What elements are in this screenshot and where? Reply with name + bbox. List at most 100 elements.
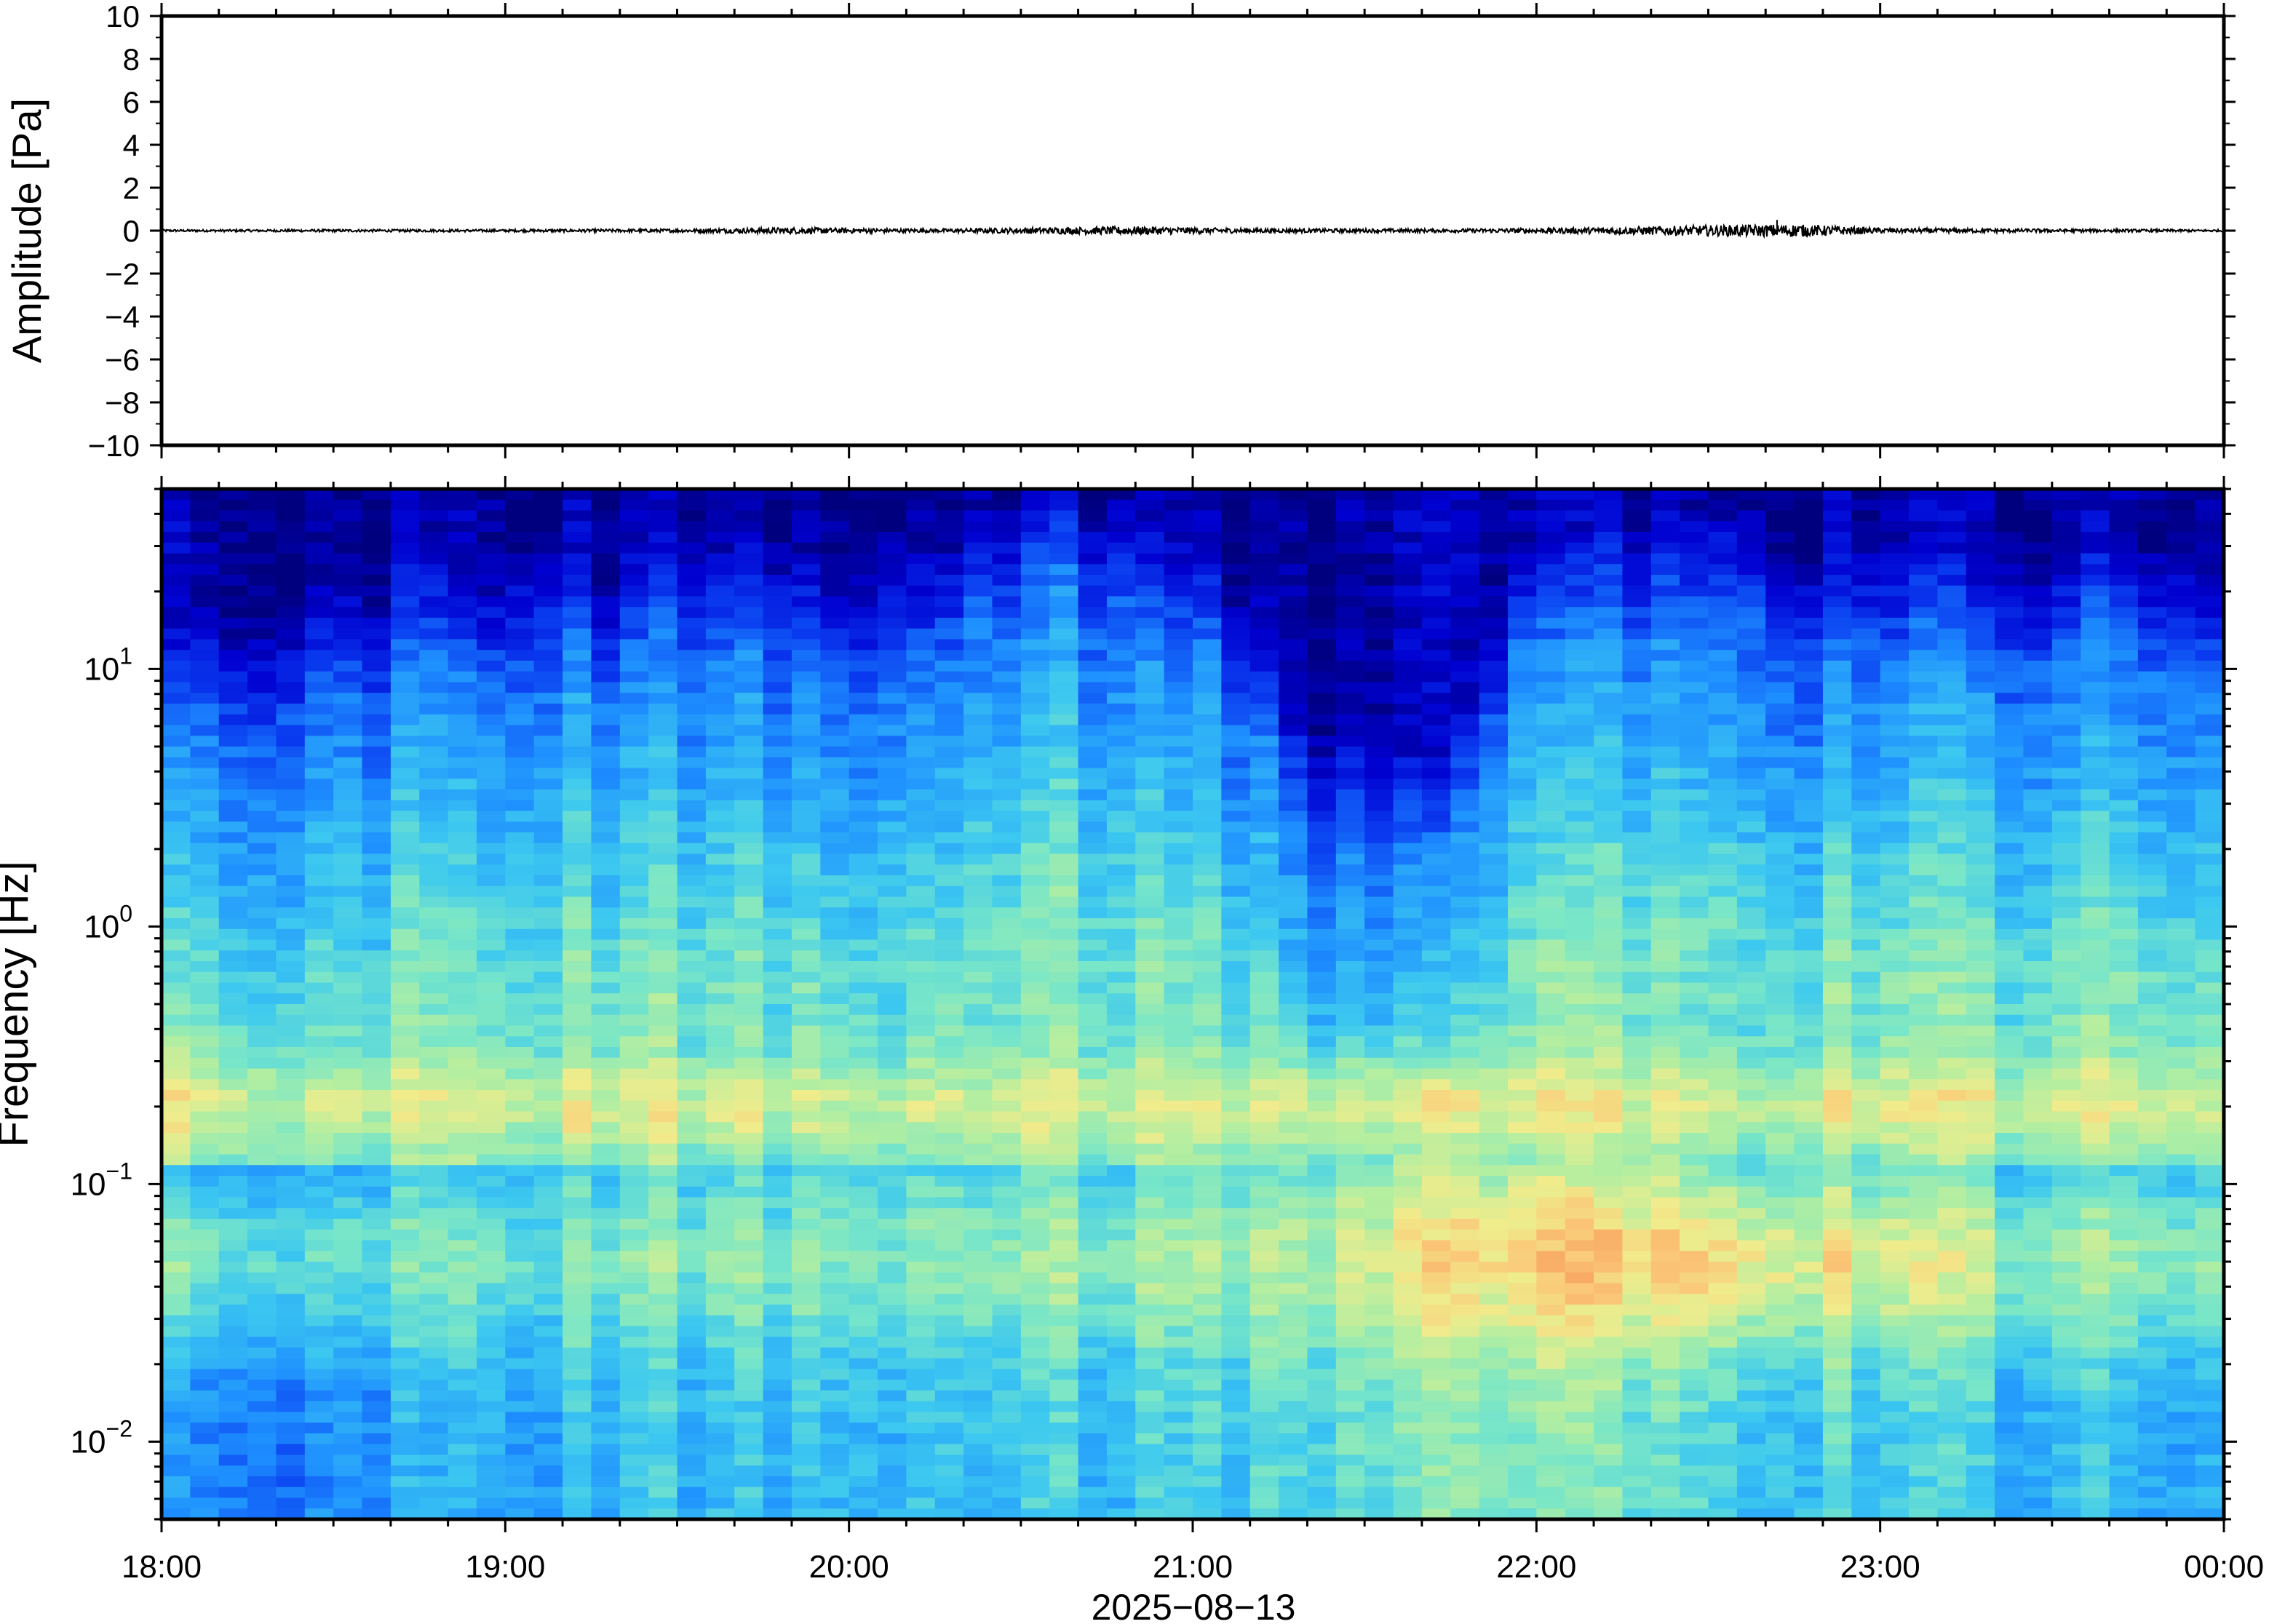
spectrogram-cell	[304, 1380, 334, 1391]
spectrogram-cell	[1479, 961, 1509, 973]
spectrogram-cell	[190, 1219, 220, 1230]
spectrogram-cell	[763, 800, 792, 812]
spectrogram-cell	[304, 1208, 334, 1219]
spectrogram-cell	[563, 1348, 592, 1359]
spectrogram-cell	[218, 1315, 248, 1327]
spectrogram-cell	[1536, 971, 1566, 984]
spectrogram-cell	[1279, 875, 1308, 887]
spectrogram-cell	[1193, 1454, 1222, 1466]
spectrogram-cell	[791, 747, 821, 758]
spectrogram-cell	[591, 993, 621, 1005]
spectrogram-cell	[390, 1197, 420, 1209]
spectrogram-cell	[734, 607, 764, 618]
spectrogram-cell	[906, 1262, 936, 1273]
spectrogram-cell	[648, 1111, 678, 1123]
spectrogram-cell	[1020, 1412, 1050, 1423]
spectrogram-cell	[934, 1079, 964, 1091]
spectrogram-cell	[1279, 736, 1308, 747]
spectrogram-cell	[563, 661, 592, 672]
spectrogram-cell	[276, 1219, 306, 1230]
spectrogram-cell	[1193, 521, 1222, 533]
spectrogram-cell	[362, 1401, 392, 1413]
spectrogram-cell	[1020, 1047, 1050, 1059]
spectrogram-cell	[1594, 542, 1624, 554]
spectrogram-cell	[1421, 618, 1451, 629]
spectrogram-cell	[362, 1486, 392, 1499]
spectrogram-cell	[677, 1315, 707, 1327]
spectrogram-cell	[448, 489, 477, 501]
spectrogram-cell	[1164, 1272, 1193, 1284]
spectrogram-cell	[218, 1433, 248, 1445]
spectrogram-cell	[1565, 843, 1594, 855]
spectrogram-cell	[878, 982, 907, 994]
spectrogram-cell	[934, 1111, 964, 1123]
spectrogram-cell	[533, 607, 563, 618]
spectrogram-cell	[906, 982, 936, 994]
spectrogram-cell	[333, 1036, 363, 1048]
spectrogram-cell	[162, 1154, 191, 1166]
spectrogram-cell	[162, 896, 191, 908]
spectrogram-cell	[1135, 821, 1165, 833]
spectrogram-cell	[1078, 575, 1108, 586]
spectrogram-cell	[1020, 1176, 1050, 1187]
spectrogram-cell	[619, 1422, 649, 1434]
spectrogram-cell	[1536, 1090, 1566, 1102]
spectrogram-cell	[1507, 489, 1537, 501]
spectrogram-cell	[705, 982, 735, 994]
spectrogram-cell	[1279, 811, 1308, 822]
spectrogram-cell	[476, 885, 506, 898]
spectrogram-cell	[1049, 499, 1079, 512]
spectrogram-cell	[1421, 789, 1451, 801]
spectrogram-cell	[677, 521, 707, 533]
spectrogram-cell	[820, 918, 850, 930]
spectrogram-cell	[1450, 1444, 1480, 1456]
spectrogram-cell	[619, 1251, 649, 1262]
spectrogram-cell	[1164, 575, 1193, 586]
spectrogram-cell	[791, 1143, 821, 1155]
spectrogram-cell	[1421, 1444, 1451, 1456]
spectrogram-cell	[1020, 1197, 1050, 1209]
spectrogram-cell	[1364, 1433, 1394, 1445]
spectrogram-cell	[1421, 1197, 1451, 1209]
spectrogram-cell	[533, 1079, 563, 1091]
spectrogram-cell	[849, 1079, 878, 1091]
spectrogram-cell	[476, 671, 506, 683]
spectrogram-cell	[304, 768, 334, 779]
spectrogram-cell	[1164, 875, 1193, 887]
spectrogram-cell	[1335, 1079, 1365, 1091]
spectrogram-cell	[1135, 671, 1165, 683]
spectrogram-cell	[1193, 542, 1222, 554]
spectrogram-cell	[190, 1369, 220, 1380]
spectrogram-cell	[820, 1165, 850, 1177]
spectrogram-cell	[992, 1401, 1022, 1413]
spectrogram-cell	[705, 725, 735, 736]
spectrogram-cell	[276, 1036, 306, 1048]
spectrogram-cell	[648, 1240, 678, 1251]
spectrogram-cell	[934, 1412, 964, 1423]
spectrogram-cell	[1335, 1294, 1365, 1305]
spectrogram-cell	[820, 747, 850, 758]
spectrogram-cell	[1193, 811, 1222, 822]
spectrogram-cell	[1307, 961, 1337, 973]
spectrogram-cell	[419, 896, 449, 908]
spectrogram-cell	[1507, 993, 1537, 1005]
spectrogram-cell	[1164, 564, 1193, 576]
spectrogram-cell	[591, 971, 621, 984]
spectrogram-cell	[1536, 1401, 1566, 1413]
spectrogram-cell	[1164, 1025, 1193, 1037]
spectrogram-cell	[476, 1315, 506, 1327]
spectrogram-cell	[1536, 564, 1566, 576]
spectrogram-cell	[906, 779, 936, 790]
spectrogram-cell	[820, 1143, 850, 1155]
spectrogram-cell	[849, 1272, 878, 1284]
spectrogram-cell	[533, 736, 563, 747]
spectrogram-cell	[1221, 747, 1251, 758]
spectrogram-cell	[1249, 704, 1279, 715]
spectrogram-cell	[1364, 853, 1394, 865]
spectrogram-cell	[362, 1240, 392, 1251]
spectrogram-cell	[1450, 971, 1480, 984]
spectrogram-cell	[1221, 1283, 1251, 1294]
spectrogram-cell	[1335, 1014, 1365, 1027]
spectrogram-cell	[1249, 736, 1279, 747]
spectrogram-cell	[190, 532, 220, 544]
